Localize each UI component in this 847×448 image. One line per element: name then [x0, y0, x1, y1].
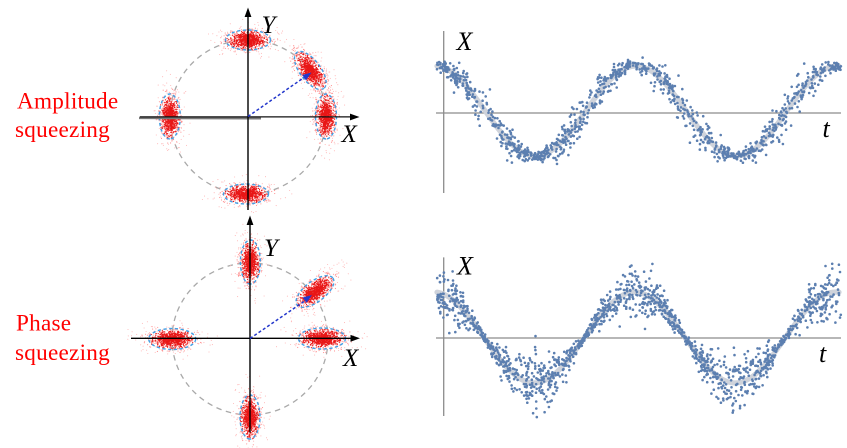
svg-text:Y: Y [262, 12, 279, 39]
svg-text:Y: Y [264, 235, 281, 262]
svg-text:Amplitude: Amplitude [17, 89, 118, 115]
svg-text:squeezing: squeezing [15, 340, 110, 366]
svg-text:squeezing: squeezing [15, 117, 110, 143]
svg-text:t: t [823, 114, 831, 143]
svg-text:Phase: Phase [16, 311, 71, 337]
svg-text:X: X [342, 345, 360, 372]
svg-text:X: X [341, 121, 359, 148]
svg-text:X: X [456, 27, 474, 56]
svg-text:X: X [456, 252, 474, 281]
svg-text:t: t [819, 339, 827, 368]
